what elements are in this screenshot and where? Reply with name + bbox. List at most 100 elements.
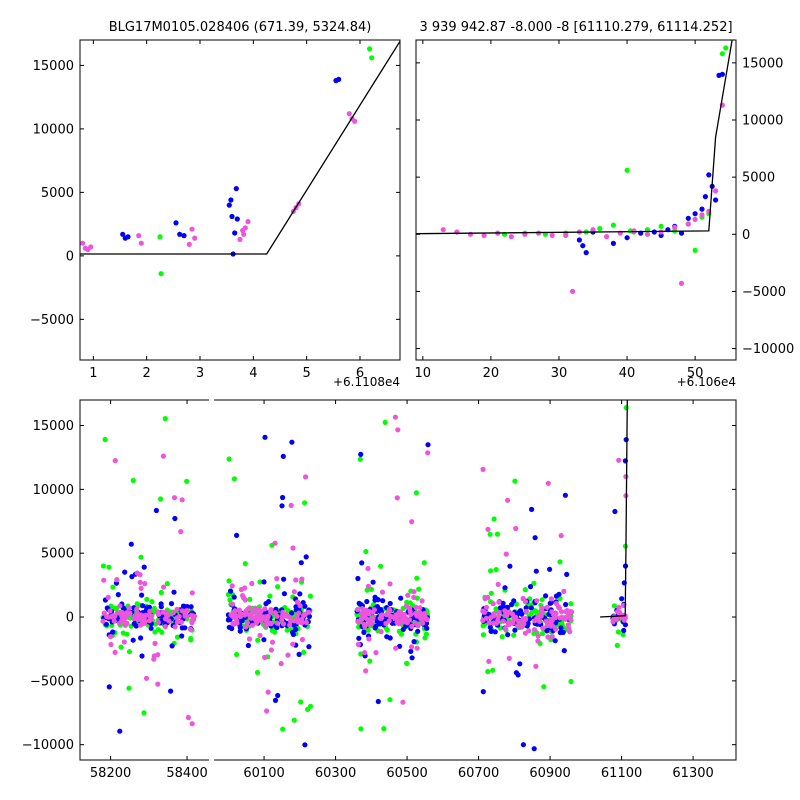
data-point-blue <box>280 453 286 459</box>
data-point-green <box>381 726 387 732</box>
data-point-green <box>298 699 304 705</box>
data-point-blue <box>272 697 279 704</box>
data-point-green <box>610 222 617 228</box>
data-point-magenta <box>549 617 555 623</box>
data-point-green <box>234 651 240 658</box>
data-point-magenta <box>294 599 301 605</box>
bottom-panel: −10000 −5000 0 5000 10000 15000 58200 58400 6010… <box>22 394 737 781</box>
data-point-magenta <box>397 609 404 615</box>
data-point-magenta <box>272 540 278 546</box>
data-point-magenta <box>166 618 172 624</box>
y-tick-label: 5000 <box>742 171 775 186</box>
data-point-magenta <box>412 620 418 626</box>
data-point-green <box>541 684 547 690</box>
data-point-blue <box>274 625 280 631</box>
data-point-magenta <box>480 466 486 472</box>
data-point-blue <box>117 728 123 734</box>
data-point-magenta <box>139 621 145 627</box>
data-point-magenta <box>242 225 248 231</box>
model-line <box>416 40 733 235</box>
top-right-x-offset: +6.106e4 <box>677 375 736 389</box>
data-point-green <box>480 632 486 638</box>
data-point-magenta <box>290 641 296 647</box>
data-point-magenta <box>114 610 120 616</box>
data-point-magenta <box>257 632 263 639</box>
data-point-blue <box>279 503 285 509</box>
data-point-magenta <box>106 614 112 620</box>
data-point-magenta <box>549 232 555 238</box>
data-point-blue <box>517 661 523 667</box>
data-point-blue <box>302 603 308 609</box>
data-point-magenta <box>425 450 431 456</box>
data-point-green <box>511 632 517 638</box>
data-point-blue <box>623 437 629 443</box>
data-point-blue <box>719 71 726 77</box>
data-point-magenta <box>409 644 415 650</box>
data-point-magenta <box>411 594 417 601</box>
data-point-green <box>623 405 629 411</box>
data-point-green <box>528 610 534 617</box>
data-point-magenta <box>138 240 144 246</box>
data-point-magenta <box>365 565 371 572</box>
y-tick-label: −10000 <box>742 342 794 357</box>
data-point-magenta <box>548 623 554 629</box>
data-point-blue <box>141 564 147 570</box>
data-point-magenta <box>417 609 423 616</box>
data-point-blue <box>281 591 287 597</box>
data-point-magenta <box>355 641 361 648</box>
data-point-magenta <box>400 699 406 705</box>
y-tick-label: 15000 <box>742 56 783 71</box>
data-point-green <box>138 554 144 560</box>
data-point-blue <box>685 215 691 221</box>
data-point-blue <box>106 684 112 690</box>
data-point-blue <box>131 621 137 627</box>
data-point-magenta <box>407 605 413 612</box>
data-point-green <box>493 606 499 612</box>
data-point-green <box>247 596 253 603</box>
data-point-green <box>488 590 494 596</box>
data-point-magenta <box>174 619 180 625</box>
data-point-green <box>102 436 108 443</box>
data-point-blue <box>153 507 159 514</box>
data-point-magenta <box>623 474 629 480</box>
data-point-green <box>522 587 528 593</box>
data-point-green <box>404 660 410 667</box>
x-tick-label: 3 <box>196 366 204 381</box>
data-point-magenta <box>238 586 244 593</box>
data-point-magenta <box>274 613 280 619</box>
data-point-magenta <box>291 589 297 595</box>
data-point-green <box>126 649 133 655</box>
data-point-blue <box>543 593 549 599</box>
data-point-magenta <box>486 620 492 626</box>
data-point-blue <box>492 629 498 635</box>
data-point-magenta <box>187 626 194 632</box>
data-point-green <box>307 593 313 599</box>
data-point-blue <box>293 626 299 633</box>
x-tick-label: 5 <box>303 366 311 381</box>
data-point-magenta <box>544 604 550 610</box>
data-point-magenta <box>590 227 596 233</box>
data-point-blue <box>547 566 553 572</box>
data-point-magenta <box>88 244 94 250</box>
data-point-blue <box>130 637 136 643</box>
data-point-green <box>413 490 419 496</box>
data-point-green <box>531 580 537 587</box>
data-point-magenta <box>134 606 140 612</box>
data-point-magenta <box>189 618 195 624</box>
data-point-blue <box>171 589 177 595</box>
data-point-magenta <box>508 234 514 240</box>
x-tick-label: 50 <box>687 366 704 381</box>
data-point-blue <box>512 627 518 633</box>
data-point-blue <box>237 628 243 634</box>
data-point-blue <box>173 220 179 226</box>
data-point-blue <box>562 492 569 498</box>
data-point-blue <box>531 746 537 752</box>
bottom-ticks: −10000 −5000 0 5000 10000 15000 58200 58400 6010… <box>22 400 736 781</box>
data-point-green <box>658 223 664 229</box>
data-point-magenta <box>534 598 540 604</box>
y-tick-label: −5000 <box>30 674 74 689</box>
data-point-magenta <box>685 221 691 227</box>
data-point-magenta <box>394 495 400 501</box>
data-point-green <box>149 599 155 605</box>
data-point-magenta <box>137 579 143 586</box>
